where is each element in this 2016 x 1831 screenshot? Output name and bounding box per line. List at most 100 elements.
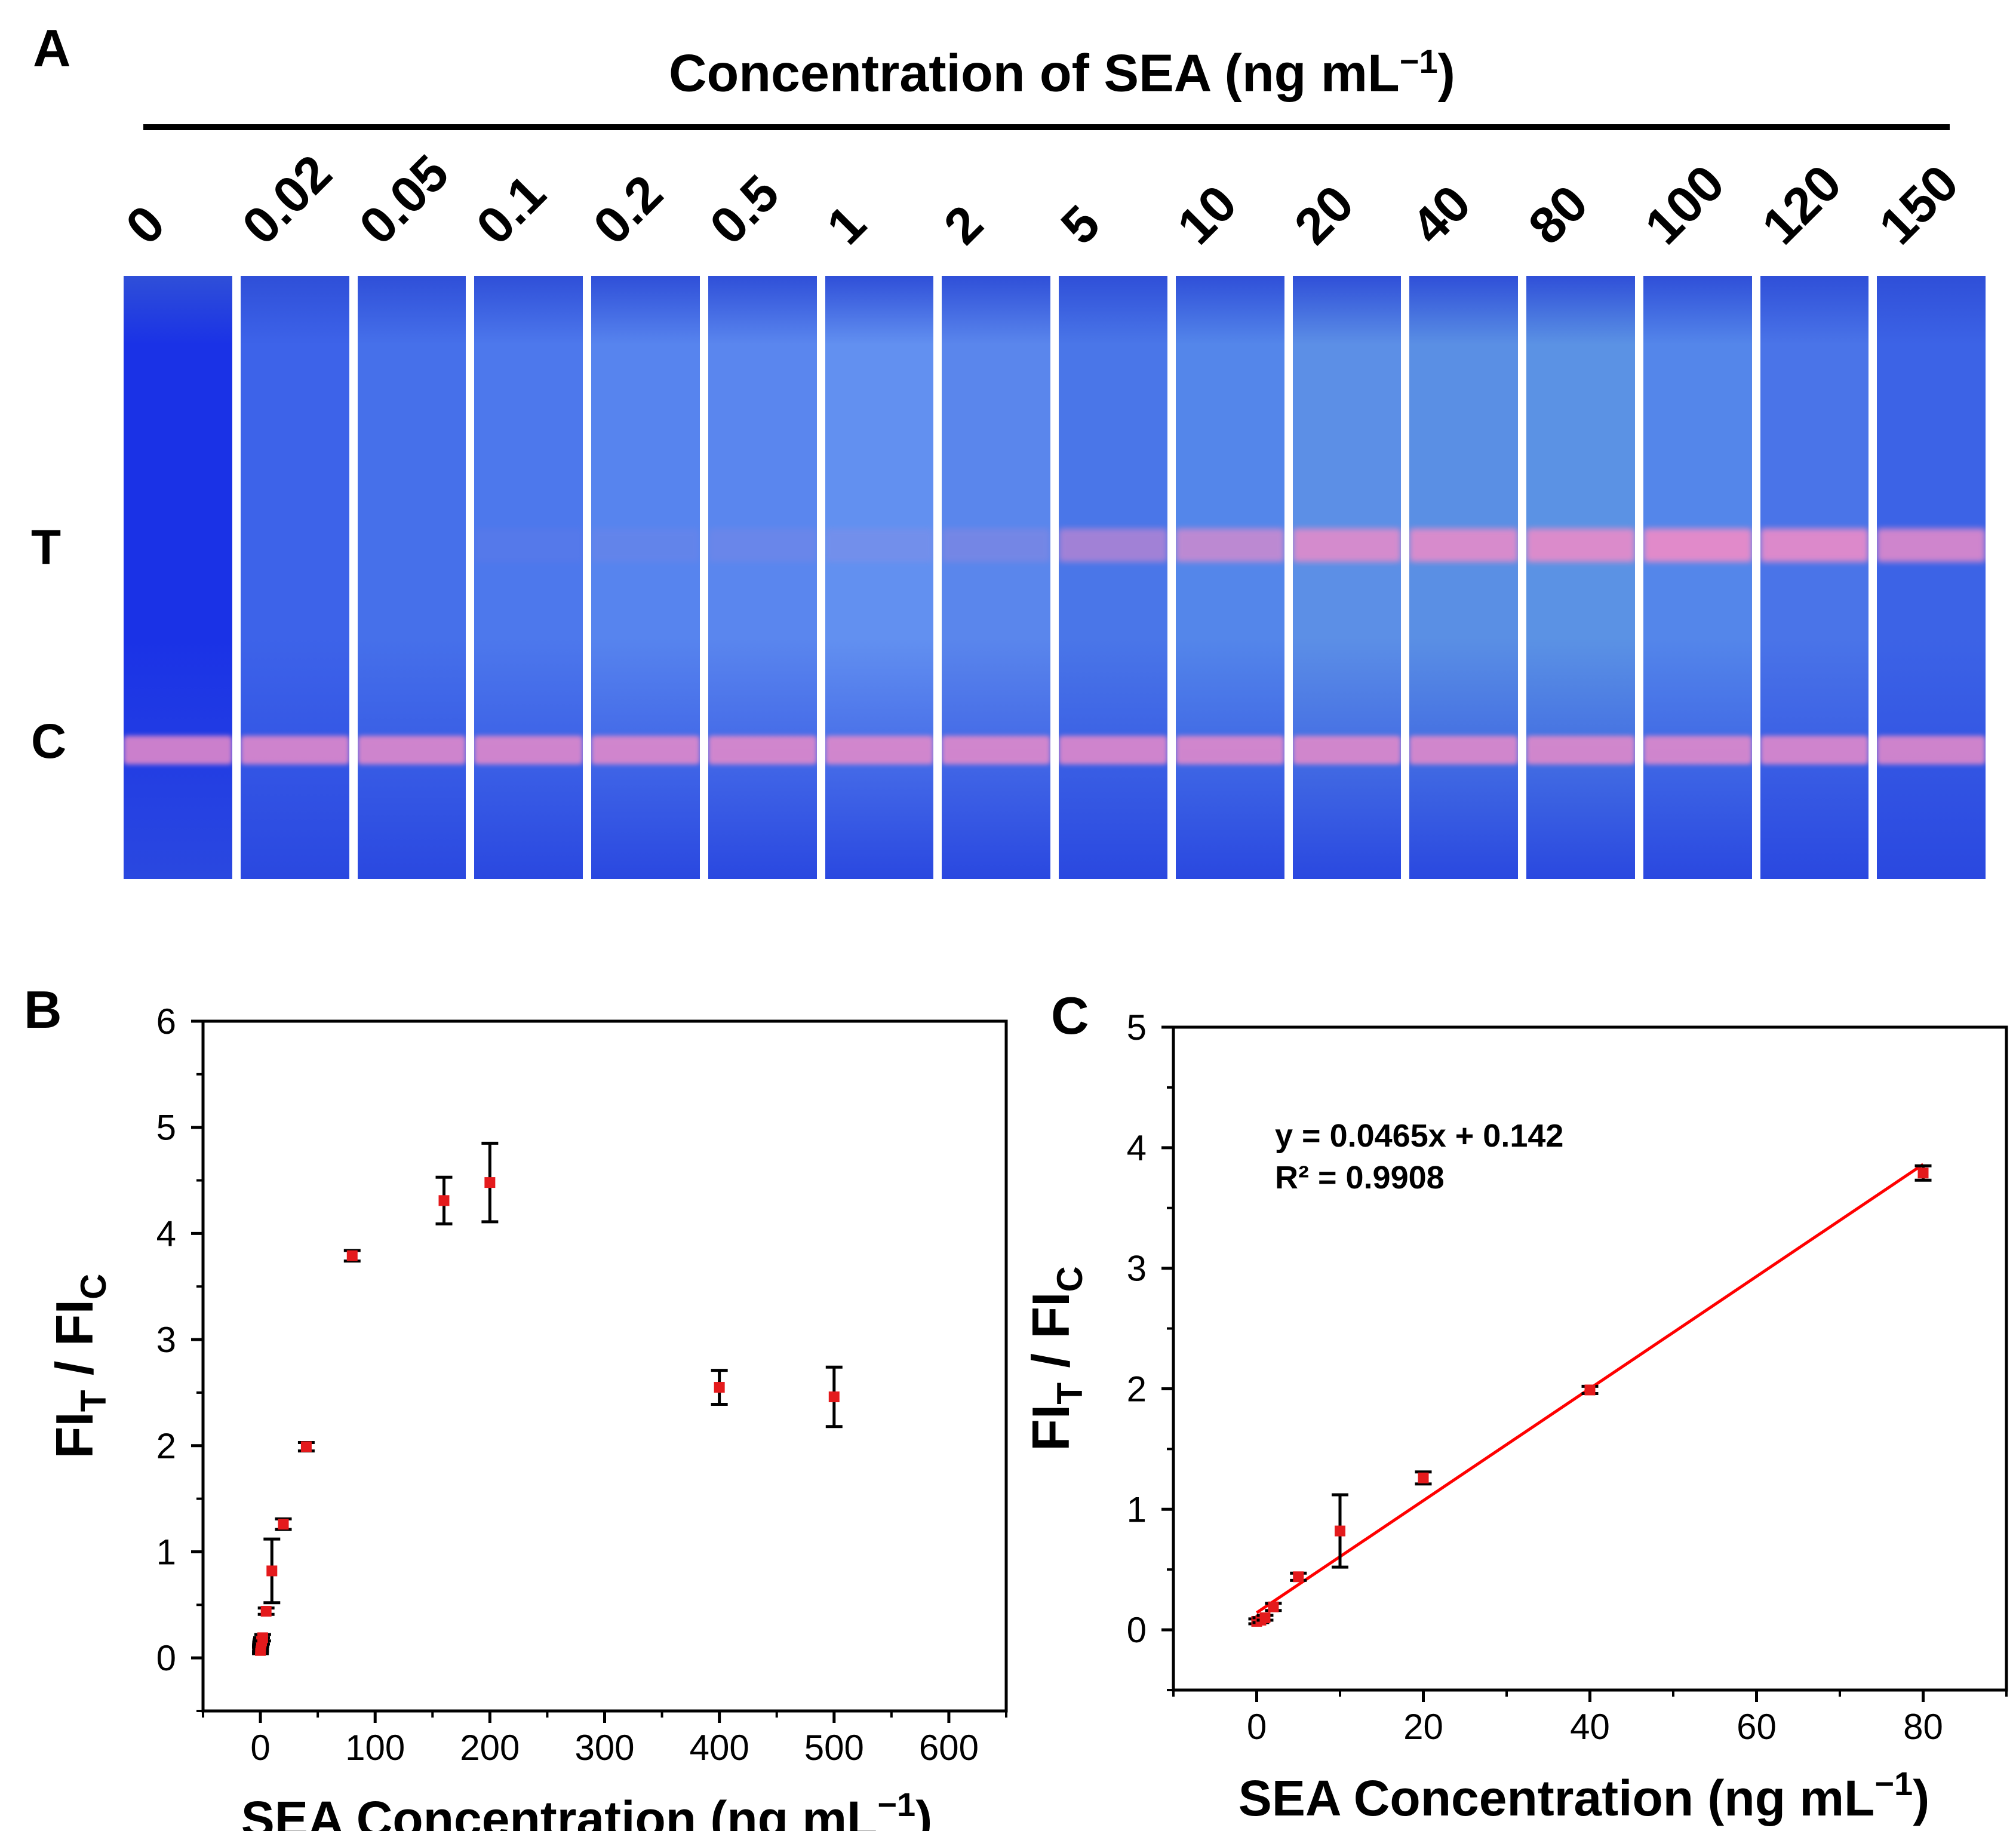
data-point <box>711 1369 728 1406</box>
y-axis-label: FIT / FIC <box>45 1274 113 1459</box>
test-line-band <box>1175 529 1284 562</box>
control-line-band <box>1175 736 1284 764</box>
strip-sample-pad <box>825 276 934 345</box>
x-tick-label: 600 <box>919 1728 979 1768</box>
panel-a-title-close: ) <box>1437 43 1455 103</box>
test-strip-6 <box>708 276 817 879</box>
test-line-band <box>708 529 817 562</box>
concentration-label: 0 <box>115 194 176 256</box>
test-strip-12 <box>1409 276 1518 879</box>
x-tick-label: 0 <box>250 1728 270 1768</box>
concentration-label: 40 <box>1400 174 1482 256</box>
data-point <box>275 1517 292 1531</box>
strip-sample-pad <box>1409 276 1518 345</box>
marker <box>1917 1168 1929 1179</box>
x-tick-label: 20 <box>1403 1707 1443 1747</box>
test-strip-9 <box>1059 276 1167 879</box>
marker <box>484 1177 496 1188</box>
strip-sample-pad <box>1059 276 1167 345</box>
strip-sample-pad <box>1175 276 1284 345</box>
concentration-label: 0.2 <box>582 164 674 256</box>
marker <box>1259 1612 1271 1623</box>
test-line-band <box>1760 529 1869 562</box>
strip-sample-pad <box>1292 276 1402 345</box>
data-point <box>1415 1470 1432 1486</box>
fit-r-squared: R² = 0.9908 <box>1275 1160 1445 1196</box>
y-tick-label: 4 <box>1127 1128 1147 1168</box>
y-tick-label: 5 <box>156 1108 176 1148</box>
marker <box>1335 1525 1345 1537</box>
test-line-band <box>474 529 583 562</box>
strip-sample-pad <box>124 276 232 345</box>
strip-sample-pad <box>1526 276 1635 345</box>
data-point <box>1290 1571 1307 1583</box>
test-line-band <box>1059 529 1167 562</box>
concentration-label: 5 <box>1050 194 1111 256</box>
x-tick-label: 0 <box>1247 1707 1267 1747</box>
test-line-band <box>1409 529 1518 562</box>
test-strip-16 <box>1877 276 1986 879</box>
x-tick-label: 300 <box>574 1728 634 1768</box>
marker <box>266 1565 278 1577</box>
data-point <box>257 1605 275 1617</box>
strip-sample-pad <box>474 276 583 345</box>
data-point <box>343 1249 361 1263</box>
test-strip-13 <box>1526 276 1635 879</box>
strip-sample-pad <box>1760 276 1869 345</box>
data-point <box>825 1365 843 1428</box>
concentration-label: 0.1 <box>465 164 557 256</box>
marker <box>1268 1601 1279 1612</box>
test-strip-8 <box>942 276 1050 879</box>
marker <box>346 1250 358 1261</box>
x-tick-label: 200 <box>460 1728 520 1768</box>
concentration-label: 10 <box>1166 174 1248 256</box>
data-point <box>254 1632 271 1643</box>
y-tick-label: 5 <box>1127 1007 1147 1047</box>
chart-b: 0 100 200 300 400 500 600 0 1 2 3 4 5 6 SEA Concentrat… <box>45 1001 1008 1831</box>
test-strip-4 <box>474 276 583 879</box>
test-strip-2 <box>240 276 349 879</box>
strip-sample-pad <box>708 276 817 345</box>
test-strip-10 <box>1175 276 1284 879</box>
y-tick-label: 4 <box>156 1214 176 1254</box>
data-point <box>1265 1601 1282 1612</box>
x-tick-label: 40 <box>1570 1707 1610 1747</box>
panel-a-title: Concentration of SEA (ng mL−1) <box>669 42 1455 103</box>
x-axis-label: SEA Concentration (ng mL−1) <box>241 1786 932 1831</box>
concentration-label: 150 <box>1868 154 1969 256</box>
strip-sample-pad <box>942 276 1050 345</box>
data-point <box>1914 1164 1932 1182</box>
data-point <box>297 1440 315 1453</box>
concentration-label: 120 <box>1751 154 1853 256</box>
y-tick-label: 1 <box>156 1532 176 1572</box>
fit-equation: y = 0.0465x + 0.142 <box>1275 1118 1563 1154</box>
control-line-band <box>1292 736 1402 764</box>
panel-a-title-main: Concentration of SEA (ng mL <box>669 43 1400 103</box>
test-line-band <box>1877 529 1986 562</box>
test-strip-5 <box>591 276 700 879</box>
strip-sample-pad <box>1643 276 1752 345</box>
marker <box>1584 1384 1596 1396</box>
marker <box>1293 1571 1304 1583</box>
y-tick-label: 6 <box>156 1001 176 1042</box>
panel-c-letter: C <box>1051 986 1089 1045</box>
concentration-label: 2 <box>933 194 994 256</box>
marker <box>260 1605 272 1617</box>
concentration-label: 80 <box>1517 174 1599 256</box>
marker <box>257 1632 268 1643</box>
x-tick-label: 100 <box>345 1728 405 1768</box>
strip-sample-pad <box>240 276 349 345</box>
test-strip-14 <box>1643 276 1752 879</box>
x-tick-label: 60 <box>1737 1707 1777 1747</box>
control-line-band <box>942 736 1050 764</box>
marker <box>300 1441 312 1452</box>
control-line-band <box>1059 736 1167 764</box>
control-line-band <box>474 736 583 764</box>
test-line-band <box>1643 529 1752 562</box>
marker <box>714 1382 725 1393</box>
y-axis-label: FIT / FIC <box>1021 1266 1090 1451</box>
x-tick-label: 400 <box>690 1728 749 1768</box>
control-line-band <box>1877 736 1986 764</box>
test-strip-3 <box>357 276 466 879</box>
strip-sample-pad <box>591 276 700 345</box>
